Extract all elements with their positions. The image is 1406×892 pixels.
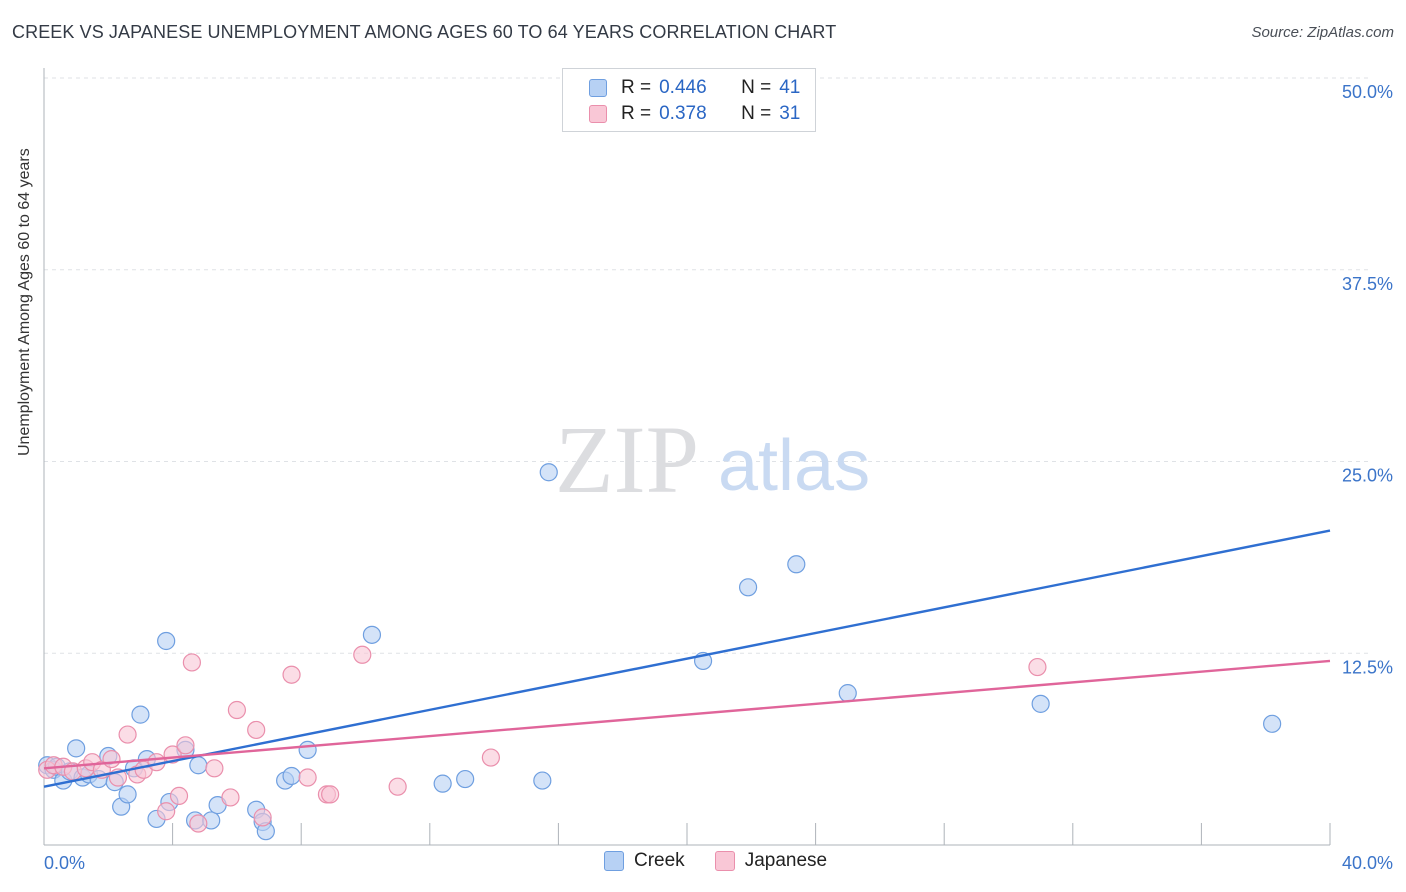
japanese-n-value: 31: [779, 103, 801, 124]
axes: [43, 68, 1331, 846]
n-label: N =: [741, 77, 772, 98]
y-tick-label: 50.0%: [1342, 82, 1393, 102]
japanese-point: [481, 748, 500, 767]
creek-point: [787, 555, 806, 574]
creek-swatch: [589, 79, 607, 97]
creek-n-value: 41: [779, 77, 801, 98]
chart-title: CREEK VS JAPANESE UNEMPLOYMENT AMONG AGE…: [12, 22, 837, 42]
y-tick-label: 37.5%: [1342, 274, 1393, 294]
creek-point: [157, 631, 176, 651]
japanese-point: [282, 665, 301, 684]
y-tick-label: 12.5%: [1342, 657, 1393, 677]
creek-point: [1263, 714, 1282, 733]
r-label: R =: [621, 77, 652, 98]
creek-legend-label: Creek: [634, 850, 685, 871]
series-legend: Creek Japanese: [604, 850, 857, 872]
x-tick-label: 0.0%: [44, 853, 85, 873]
japanese-point: [205, 759, 224, 778]
grid-lines: [44, 77, 1368, 654]
creek-point: [298, 740, 317, 759]
data-points: [38, 463, 1282, 841]
japanese-point: [182, 653, 201, 672]
japanese-point: [388, 777, 407, 796]
japanese-legend-swatch: [714, 851, 735, 871]
legend-item-creek[interactable]: Creek: [604, 850, 685, 872]
tick-labels: 12.5% 25.0% 37.5% 50.0% 0.0% 40.0%: [44, 82, 1393, 873]
r-label: R =: [621, 103, 652, 124]
creek-trend-line: [43, 529, 1331, 788]
creek-r-value: 0.446: [659, 77, 707, 98]
creek-point: [362, 625, 382, 644]
creek-point: [533, 771, 552, 790]
creek-legend-swatch: [604, 851, 624, 871]
japanese-point: [169, 786, 189, 806]
creek-point: [838, 684, 857, 703]
creek-point: [282, 766, 301, 786]
creek-point: [433, 774, 452, 793]
japanese-point: [1028, 657, 1047, 677]
japanese-point: [118, 725, 137, 744]
legend-item-japanese[interactable]: Japanese: [714, 850, 828, 872]
correlation-legend: R = 0.446 N = 41 R = 0.378 N = 31: [562, 68, 816, 132]
creek-point: [118, 785, 137, 804]
creek-point: [1031, 694, 1050, 713]
japanese-point: [253, 808, 272, 827]
source-label: Source: ZipAtlas.com: [1251, 24, 1394, 41]
japanese-trend-line: [43, 659, 1331, 770]
creek-point: [67, 739, 86, 758]
japanese-point: [102, 749, 121, 769]
creek-point: [131, 705, 150, 724]
japanese-point: [298, 768, 317, 787]
watermark-atlas: atlas: [718, 426, 870, 506]
japanese-legend-label: Japanese: [744, 850, 828, 871]
japanese-point: [157, 802, 176, 821]
japanese-point: [353, 645, 372, 664]
y-tick-label: 25.0%: [1342, 466, 1393, 486]
creek-point: [456, 769, 475, 789]
japanese-r-value: 0.378: [659, 103, 707, 124]
watermark-zip: ZIP: [555, 406, 699, 513]
japanese-point: [189, 814, 208, 833]
creek-point: [189, 756, 208, 775]
trend-lines: [43, 529, 1331, 788]
legend-row-creek: R = 0.446 N = 41: [589, 75, 800, 101]
japanese-point: [221, 788, 240, 807]
n-label: N =: [741, 103, 772, 124]
japanese-point: [176, 736, 195, 755]
creek-point: [539, 463, 558, 482]
japanese-swatch: [589, 105, 607, 123]
japanese-point: [247, 720, 266, 740]
japanese-point: [227, 700, 246, 720]
japanese-point: [321, 785, 340, 804]
creek-point: [738, 578, 758, 597]
legend-row-japanese: R = 0.378 N = 31: [589, 101, 800, 127]
x-tick-label: 40.0%: [1342, 853, 1393, 873]
watermark: ZIP atlas: [555, 406, 870, 513]
